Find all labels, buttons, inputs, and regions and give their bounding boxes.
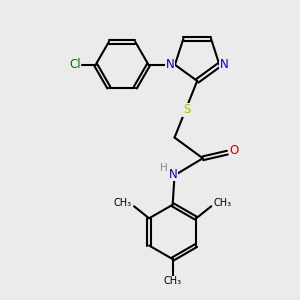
- Text: H: H: [160, 164, 168, 173]
- Text: Cl: Cl: [69, 58, 81, 71]
- Text: S: S: [183, 103, 190, 116]
- Text: CH₃: CH₃: [164, 276, 182, 286]
- Text: N: N: [166, 58, 175, 71]
- Text: N: N: [169, 168, 178, 181]
- Text: O: O: [230, 144, 239, 157]
- Text: N: N: [220, 58, 228, 71]
- Text: CH₃: CH₃: [213, 198, 231, 208]
- Text: CH₃: CH₃: [114, 198, 132, 208]
